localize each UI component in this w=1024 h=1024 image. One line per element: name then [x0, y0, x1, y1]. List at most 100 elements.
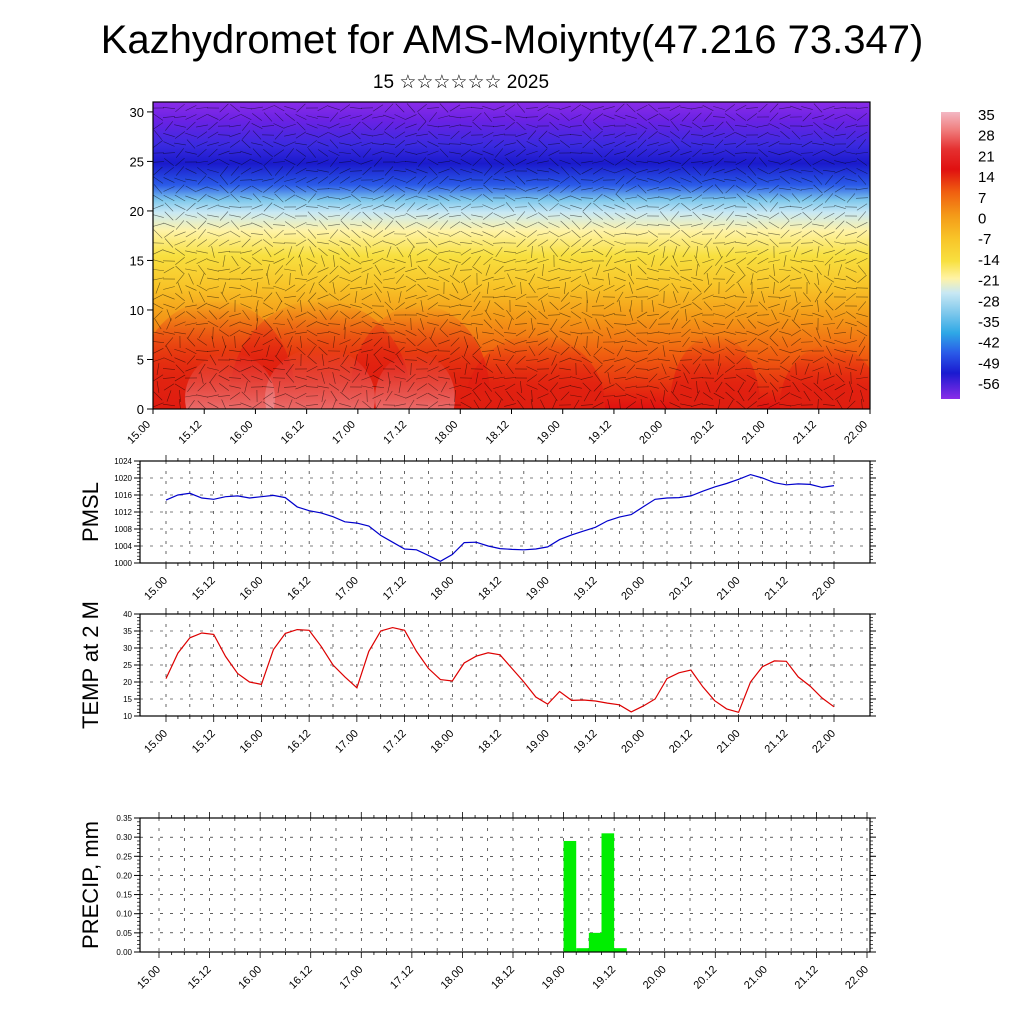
wind-barb	[703, 220, 713, 230]
wind-barb	[734, 296, 748, 298]
wind-barb	[790, 403, 802, 407]
wind-barb	[670, 310, 680, 320]
wind-barb	[813, 211, 823, 221]
wind-barb	[768, 212, 780, 220]
wind-barb	[516, 355, 526, 365]
wind-barb	[559, 176, 571, 184]
wind-barb	[209, 373, 217, 383]
wind-barb	[705, 336, 711, 348]
wind-barb	[263, 329, 273, 337]
wind-barb	[614, 221, 626, 229]
wind-barb	[483, 382, 493, 392]
wind-barb	[636, 311, 648, 319]
wind-barb	[427, 277, 439, 281]
wind-barb	[570, 302, 582, 310]
wind-barb	[361, 332, 373, 334]
wind-barb	[417, 157, 427, 167]
wind-barb	[317, 169, 329, 173]
wind-barb	[332, 282, 336, 294]
wind-barb	[647, 248, 659, 256]
wind-barb	[485, 264, 491, 276]
wind-barb	[569, 152, 583, 154]
colorbar-label: 35	[978, 107, 995, 124]
wind-barb	[287, 336, 293, 348]
wind-barb	[702, 331, 714, 335]
wind-barb	[504, 268, 516, 272]
wind-barb	[394, 286, 406, 290]
precip-bar	[614, 948, 627, 952]
wind-barb	[438, 268, 450, 272]
wind-barb	[681, 203, 691, 211]
wind-barb	[526, 168, 538, 174]
wind-barb	[296, 320, 306, 328]
wind-barb	[427, 176, 439, 184]
wind-barb	[758, 157, 768, 167]
wind-barb	[593, 193, 603, 203]
wind-barb	[757, 403, 769, 407]
wind-barb	[361, 320, 373, 328]
wind-barb	[530, 318, 534, 330]
wind-barb	[779, 284, 791, 292]
wind-barb	[242, 309, 250, 321]
wind-barb	[328, 239, 340, 247]
wind-barb	[251, 248, 263, 256]
wind-barb	[361, 159, 373, 165]
wind-barb	[449, 178, 461, 182]
wind-barb	[505, 220, 515, 230]
wind-barb	[680, 403, 692, 407]
wind-barb	[460, 203, 472, 211]
wind-barb	[361, 302, 373, 310]
wind-barb	[671, 282, 679, 294]
wind-barb	[636, 160, 648, 164]
wind-barb	[713, 223, 725, 227]
wind-barb	[791, 193, 801, 203]
wind-barb	[614, 212, 626, 220]
wind-barb	[351, 211, 361, 221]
wind-barb	[537, 276, 549, 282]
wind-barb	[371, 332, 385, 334]
wind-barb	[505, 157, 515, 167]
wind-barb	[207, 401, 219, 409]
wind-barb	[694, 390, 700, 402]
wind-barb	[779, 159, 791, 165]
wind-barb	[593, 229, 603, 239]
wind-barb	[253, 336, 261, 348]
wind-barb	[373, 274, 383, 284]
wind-barb	[284, 133, 296, 137]
wind-barb	[714, 157, 724, 167]
wind-barb	[515, 259, 527, 263]
wind-barb	[803, 273, 811, 285]
wind-barb	[185, 258, 197, 264]
wind-barb	[473, 256, 481, 266]
wind-barb	[603, 239, 615, 247]
wind-barb	[438, 115, 450, 119]
wind-barb	[801, 313, 813, 317]
wind-barb	[416, 140, 428, 148]
wind-barb	[558, 134, 572, 136]
wind-barb	[339, 339, 351, 345]
wind-barb	[651, 300, 655, 312]
wind-barb	[856, 151, 868, 155]
wind-barb	[672, 381, 678, 393]
wind-barb	[471, 150, 483, 156]
wind-barb	[636, 122, 648, 130]
x-tick-label: 15.12	[186, 964, 214, 992]
wind-barb	[802, 211, 812, 221]
wind-barb	[252, 257, 262, 265]
wind-barb	[845, 321, 857, 327]
wind-barb	[350, 177, 362, 183]
wind-barb	[526, 384, 538, 390]
wind-barb	[757, 257, 769, 265]
wind-barb	[747, 337, 757, 347]
wind-barb	[175, 220, 185, 230]
wind-barb	[531, 389, 533, 403]
wind-barb	[284, 284, 296, 292]
wind-barb	[756, 314, 770, 316]
wind-barb	[240, 402, 252, 408]
wind-barb	[174, 116, 186, 118]
wind-barb	[240, 196, 252, 200]
wind-barb	[537, 393, 549, 399]
wind-barb	[460, 158, 472, 166]
wind-barb	[636, 205, 648, 209]
